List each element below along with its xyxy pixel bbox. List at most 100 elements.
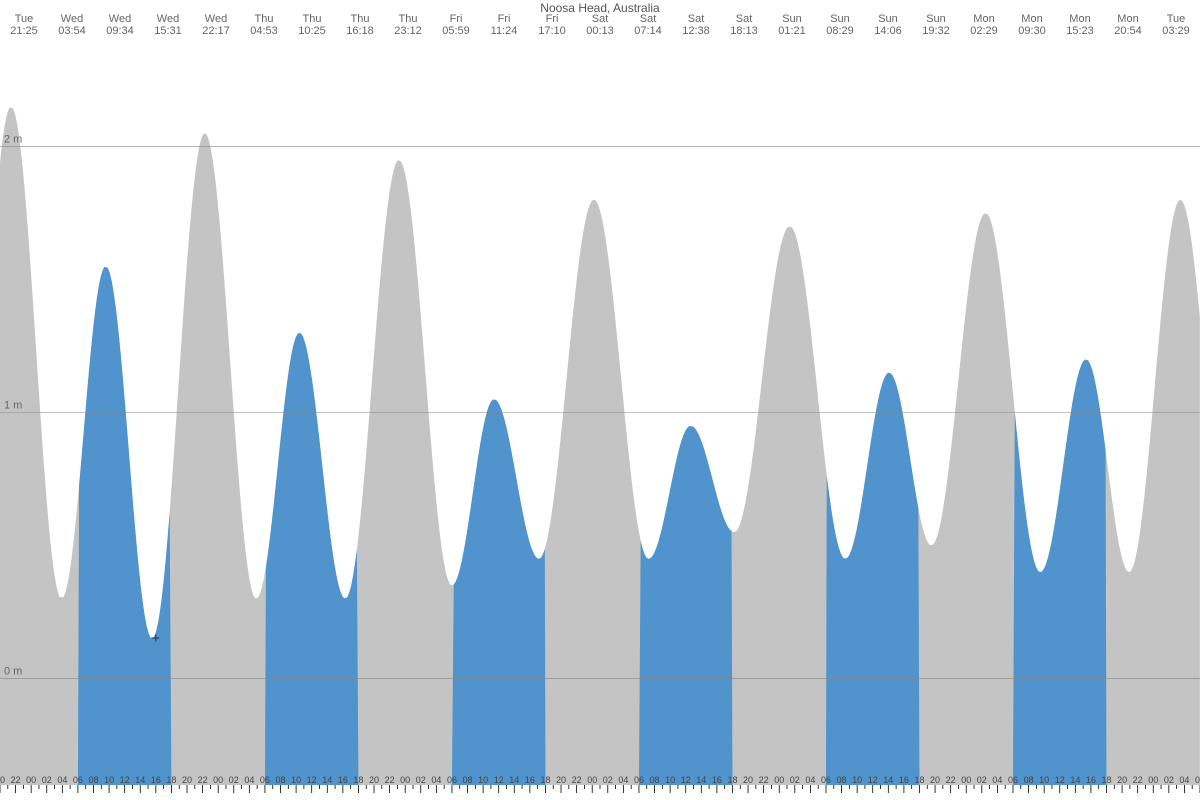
header-time: 09:34 xyxy=(106,25,134,37)
x-axis-hour-label: 16 xyxy=(151,775,161,785)
y-axis-label: 1 m xyxy=(4,400,22,412)
header-time: 20:54 xyxy=(1114,25,1142,37)
tide-area-day-5 xyxy=(1013,360,1107,785)
x-axis-hour-label: 18 xyxy=(540,775,550,785)
x-axis-hour-label: 12 xyxy=(307,775,317,785)
x-axis-hour-label: 14 xyxy=(883,775,893,785)
header-day: Fri xyxy=(498,13,511,25)
header-time: 23:12 xyxy=(394,25,422,37)
x-axis-hour-label: 20 xyxy=(743,775,753,785)
header-time: 17:10 xyxy=(538,25,566,37)
x-axis-hour-label: 22 xyxy=(11,775,21,785)
x-axis-hour-label: 02 xyxy=(603,775,613,785)
header-time: 03:29 xyxy=(1162,25,1190,37)
header-day: Mon xyxy=(973,13,994,25)
x-axis-hour-label: 10 xyxy=(291,775,301,785)
header-time: 08:29 xyxy=(826,25,854,37)
x-axis-hour-label: 04 xyxy=(431,775,441,785)
x-axis-hour-label: 16 xyxy=(338,775,348,785)
tide-area-day-3 xyxy=(639,426,733,785)
x-axis-hour-label: 12 xyxy=(120,775,130,785)
marker-cross: + xyxy=(152,630,160,646)
tide-area-day-2 xyxy=(452,400,546,785)
x-axis-hour-label: 20 xyxy=(182,775,192,785)
header-day: Fri xyxy=(546,13,559,25)
x-axis-hour-label: 12 xyxy=(868,775,878,785)
header-time: 11:24 xyxy=(491,25,518,37)
header-day: Thu xyxy=(303,13,322,25)
x-axis-hour-label: 12 xyxy=(681,775,691,785)
header-time: 00:13 xyxy=(586,25,614,37)
x-axis-hour-label: 00 xyxy=(774,775,784,785)
x-axis-hour-label: 20 xyxy=(369,775,379,785)
x-axis-hour-label: 22 xyxy=(946,775,956,785)
x-axis-hour-label: 02 xyxy=(977,775,987,785)
x-axis-hour-label: 02 xyxy=(229,775,239,785)
header-day: Wed xyxy=(109,13,131,25)
x-axis-hour-label: 08 xyxy=(276,775,286,785)
x-axis-hour-label: 22 xyxy=(759,775,769,785)
x-axis-hour-label: 06 xyxy=(1008,775,1018,785)
x-axis-hour-label: 00 xyxy=(961,775,971,785)
x-axis-hour-label: 04 xyxy=(805,775,815,785)
x-axis-hour-label: 22 xyxy=(1133,775,1143,785)
x-axis-hour-label: 06 xyxy=(73,775,83,785)
x-axis-hour-label: 16 xyxy=(525,775,535,785)
x-axis-hour-label: 14 xyxy=(322,775,332,785)
x-axis-hour-label: 18 xyxy=(166,775,176,785)
header-day: Thu xyxy=(255,13,274,25)
x-axis-hour-label: 06 xyxy=(260,775,270,785)
header-day: Sat xyxy=(736,13,753,25)
x-axis-hour-label: 08 xyxy=(1024,775,1034,785)
x-axis-hour-label: 16 xyxy=(1086,775,1096,785)
x-axis-hour-label: 22 xyxy=(385,775,395,785)
x-axis-hour-label: 22 xyxy=(198,775,208,785)
x-axis-hour-label: 00 xyxy=(213,775,223,785)
x-axis-hour-label: 12 xyxy=(494,775,504,785)
header-time: 12:38 xyxy=(682,25,710,37)
header-day: Sun xyxy=(926,13,946,25)
header-time: 15:31 xyxy=(154,25,182,37)
x-axis-hour-label: 16 xyxy=(712,775,722,785)
x-axis-hour-label: 08 xyxy=(650,775,660,785)
header-time: 07:14 xyxy=(634,25,662,37)
x-axis-hour-label: 10 xyxy=(852,775,862,785)
x-axis-hour-label: 14 xyxy=(509,775,519,785)
x-axis-hour-label: 08 xyxy=(463,775,473,785)
tide-chart-svg: 0 m1 m2 mNoosa Head, AustraliaTue21:25We… xyxy=(0,0,1200,800)
x-axis-hour-label: 02 xyxy=(1164,775,1174,785)
x-axis-hour-label: 14 xyxy=(696,775,706,785)
header-time: 01:21 xyxy=(778,25,806,37)
x-axis-hour-label: 04 xyxy=(992,775,1002,785)
x-axis-hour-label: 00 xyxy=(400,775,410,785)
tide-area-day-4 xyxy=(826,373,920,785)
x-axis-hour-label: 08 xyxy=(837,775,847,785)
x-axis-hour-label: 02 xyxy=(790,775,800,785)
header-day: Sun xyxy=(830,13,850,25)
x-axis-hour-label: 20 xyxy=(0,775,5,785)
x-axis-hour-label: 06 xyxy=(447,775,457,785)
x-axis-hour-label: 08 xyxy=(88,775,98,785)
header-time: 05:59 xyxy=(442,25,470,37)
x-axis-hour-label: 10 xyxy=(1039,775,1049,785)
x-axis-hour-label: 04 xyxy=(1179,775,1189,785)
x-axis-hour-label: 10 xyxy=(478,775,488,785)
header-day: Mon xyxy=(1021,13,1042,25)
header-time: 02:29 xyxy=(970,25,998,37)
x-axis-hour-label: 10 xyxy=(665,775,675,785)
header-day: Wed xyxy=(157,13,179,25)
header-day: Wed xyxy=(61,13,83,25)
x-axis-hour-label: 04 xyxy=(244,775,254,785)
x-axis-hour-label: 22 xyxy=(572,775,582,785)
header-day: Sat xyxy=(592,13,609,25)
header-time: 10:25 xyxy=(298,25,326,37)
x-axis-hour-label: 00 xyxy=(26,775,36,785)
header-day: Fri xyxy=(450,13,463,25)
x-axis-hour-label: 02 xyxy=(416,775,426,785)
y-axis-label: 2 m xyxy=(4,133,22,145)
header-day: Tue xyxy=(1167,13,1186,25)
header-time: 09:30 xyxy=(1018,25,1046,37)
header-time: 03:54 xyxy=(58,25,86,37)
y-axis-label: 0 m xyxy=(4,666,22,678)
x-axis-hour-label: 00 xyxy=(587,775,597,785)
